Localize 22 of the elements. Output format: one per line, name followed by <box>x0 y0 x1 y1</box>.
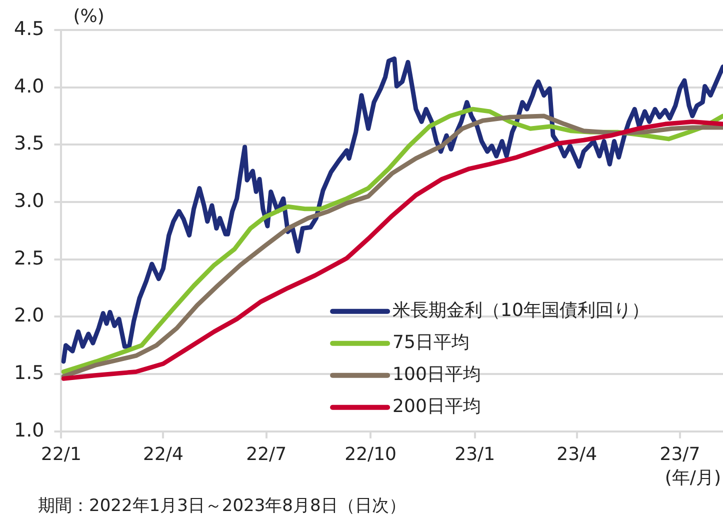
x-tick-label: 23/7 <box>660 444 700 465</box>
y-tick-label: 2.0 <box>14 304 44 327</box>
x-tick-label: 22/7 <box>246 444 287 465</box>
legend-label: 75日平均 <box>392 332 470 354</box>
legend-label: 100日平均 <box>392 364 481 386</box>
x-tick-label: 22/1 <box>41 444 82 465</box>
x-axis-title: (年/月) <box>664 468 721 489</box>
x-tick-label: 23/1 <box>454 444 496 465</box>
y-axis-title: (%) <box>73 6 104 27</box>
y-tick-label: 1.0 <box>14 419 44 442</box>
x-tick-label: 23/4 <box>556 444 598 465</box>
legend-label: 200日平均 <box>392 396 481 418</box>
text: 期間：2022年1月3日～2023年8月8日（日次） <box>38 495 406 517</box>
x-tick-label: 22/10 <box>344 444 397 465</box>
y-tick-label: 4.0 <box>14 75 44 98</box>
y-tick-label: 4.5 <box>14 18 44 40</box>
legend-label: 米長期金利（10年国債利回り） <box>392 300 650 322</box>
y-tick-label: 1.5 <box>14 362 44 384</box>
y-tick-label: 3.5 <box>14 132 44 155</box>
x-tick-label: 22/4 <box>142 444 184 465</box>
y-tick-label: 2.5 <box>14 247 44 270</box>
y-tick-label: 3.0 <box>14 190 44 212</box>
